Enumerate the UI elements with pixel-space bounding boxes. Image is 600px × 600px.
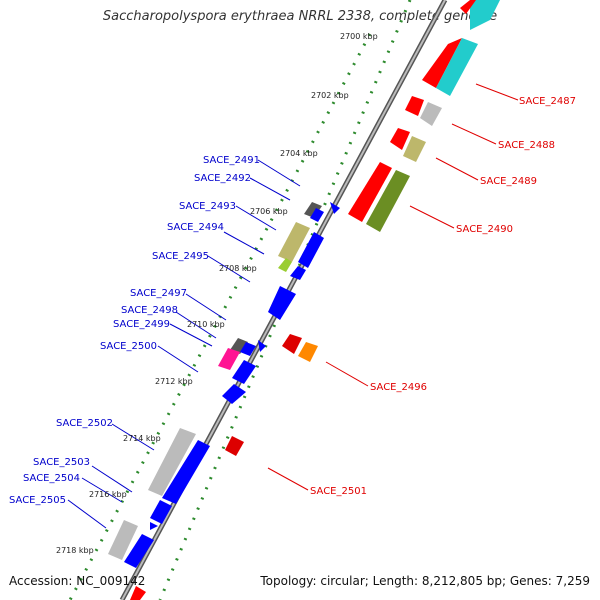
gene-label-SACE_2487[interactable]: SACE_2487 [519, 96, 576, 107]
gene-label-SACE_2492[interactable]: SACE_2492 [194, 173, 251, 184]
gene-SACE_2491-feature[interactable] [330, 202, 340, 214]
gene-label-SACE_2502[interactable]: SACE_2502 [56, 418, 113, 429]
gene-SACE_2495-shade [290, 266, 306, 280]
kbp-label: 2718 kbp [56, 546, 94, 555]
genome-summary-text: Topology: circular; Length: 8,212,805 bp… [260, 574, 590, 588]
gene-label-SACE_2494[interactable]: SACE_2494 [167, 222, 224, 233]
gene-SACE_2487-feature[interactable] [422, 38, 462, 88]
gene-SACE_2488-feature[interactable] [405, 96, 424, 116]
reverse-leader-lines [67, 159, 301, 529]
gene-SACE_2496-feature[interactable] [282, 334, 302, 354]
gene-SACE_2497-feature[interactable] [268, 286, 296, 320]
inner-tick-track [68, 33, 372, 600]
gene-SACE_2494-feature[interactable] [278, 222, 310, 262]
gene-SACE_2494-shade [298, 232, 324, 268]
gene-SACE_2502-shade [162, 440, 210, 504]
accession-text: Accession: NC_009142 [9, 574, 146, 588]
gene-label-SACE_2488[interactable]: SACE_2488 [498, 140, 555, 151]
gene-label-SACE_2498[interactable]: SACE_2498 [121, 305, 178, 316]
kbp-labels: 2700 kbp 2702 kbp 2704 kbp 2706 kbp 2708… [56, 32, 378, 555]
gene-label-SACE_2489[interactable]: SACE_2489 [480, 176, 537, 187]
gene-SACE_2499-arrow [258, 340, 266, 352]
reverse-gene-labels: SACE_2491 SACE_2492 SACE_2493 SACE_2494 … [9, 155, 260, 506]
kbp-label: 2712 kbp [155, 377, 193, 386]
gene-label-SACE_2499[interactable]: SACE_2499 [113, 319, 170, 330]
kbp-label: 2704 kbp [280, 149, 318, 158]
gene-label-SACE_2496[interactable]: SACE_2496 [370, 382, 427, 393]
gene-SACE_2498-feature[interactable] [230, 338, 248, 354]
kbp-label: 2716 kbp [89, 490, 127, 499]
gene-SACE_2500-shade [232, 360, 256, 384]
kbp-label: 2710 kbp [187, 320, 225, 329]
gene-SACE_2500-arrow [222, 384, 246, 404]
gene-SACE_2503-feature[interactable] [150, 500, 172, 524]
gene-label-SACE_2503[interactable]: SACE_2503 [33, 457, 90, 468]
gene-SACE_2487-shade [436, 38, 478, 96]
gene-SACE_2502-feature[interactable] [148, 428, 196, 496]
gene-label-SACE_2504[interactable]: SACE_2504 [23, 473, 80, 484]
kbp-label: 2708 kbp [219, 264, 257, 273]
gene-SACE_2496-shade [298, 342, 318, 362]
gene-SACE_2488-shade [420, 102, 442, 126]
gene-SACE_2492-feature[interactable] [304, 202, 322, 218]
gene-SACE_2495-feature[interactable] [278, 258, 292, 272]
gene-label-SACE_2505[interactable]: SACE_2505 [9, 495, 66, 506]
gene-SACE_2489-feature[interactable] [390, 128, 410, 150]
gene-SACE_2505-shade [124, 534, 154, 568]
gene-label-SACE_2495[interactable]: SACE_2495 [152, 251, 209, 262]
forward-gene-labels: SACE_2487 SACE_2488 SACE_2489 SACE_2490 … [310, 96, 576, 497]
map-title: Saccharopolyspora erythraea NRRL 2338, c… [102, 9, 498, 24]
gene-label-SACE_2500[interactable]: SACE_2500 [100, 341, 157, 352]
kbp-label: 2706 kbp [250, 207, 288, 216]
gene-SACE_2490-shade [366, 170, 410, 232]
forward-leader-lines [267, 83, 519, 491]
forward-gene-track [225, 0, 500, 456]
kbp-label: 2700 kbp [340, 32, 378, 41]
gene-SACE_2489-shade [403, 136, 426, 162]
kbp-label: 2714 kbp [123, 434, 161, 443]
gene-SACE_2490-feature[interactable] [348, 162, 392, 222]
kbp-label: 2702 kbp [311, 91, 349, 100]
gene-SACE_2499-feature[interactable] [240, 342, 256, 356]
gene-label-SACE_2497[interactable]: SACE_2497 [130, 288, 187, 299]
gene-label-SACE_2501[interactable]: SACE_2501 [310, 486, 367, 497]
gene-SACE_2505-feature[interactable] [108, 520, 138, 560]
gene-SACE_2501-feature[interactable] [225, 436, 244, 456]
gene-SACE_2504-feature[interactable] [150, 522, 158, 530]
gene-SACE_2493-feature[interactable] [310, 208, 324, 222]
gene-label-SACE_2493[interactable]: SACE_2493 [179, 201, 236, 212]
gene-SACE_2500-feature[interactable] [218, 348, 240, 370]
gene-label-SACE_2490[interactable]: SACE_2490 [456, 224, 513, 235]
gene-label-SACE_2491[interactable]: SACE_2491 [203, 155, 260, 166]
reverse-gene-track [108, 202, 340, 600]
